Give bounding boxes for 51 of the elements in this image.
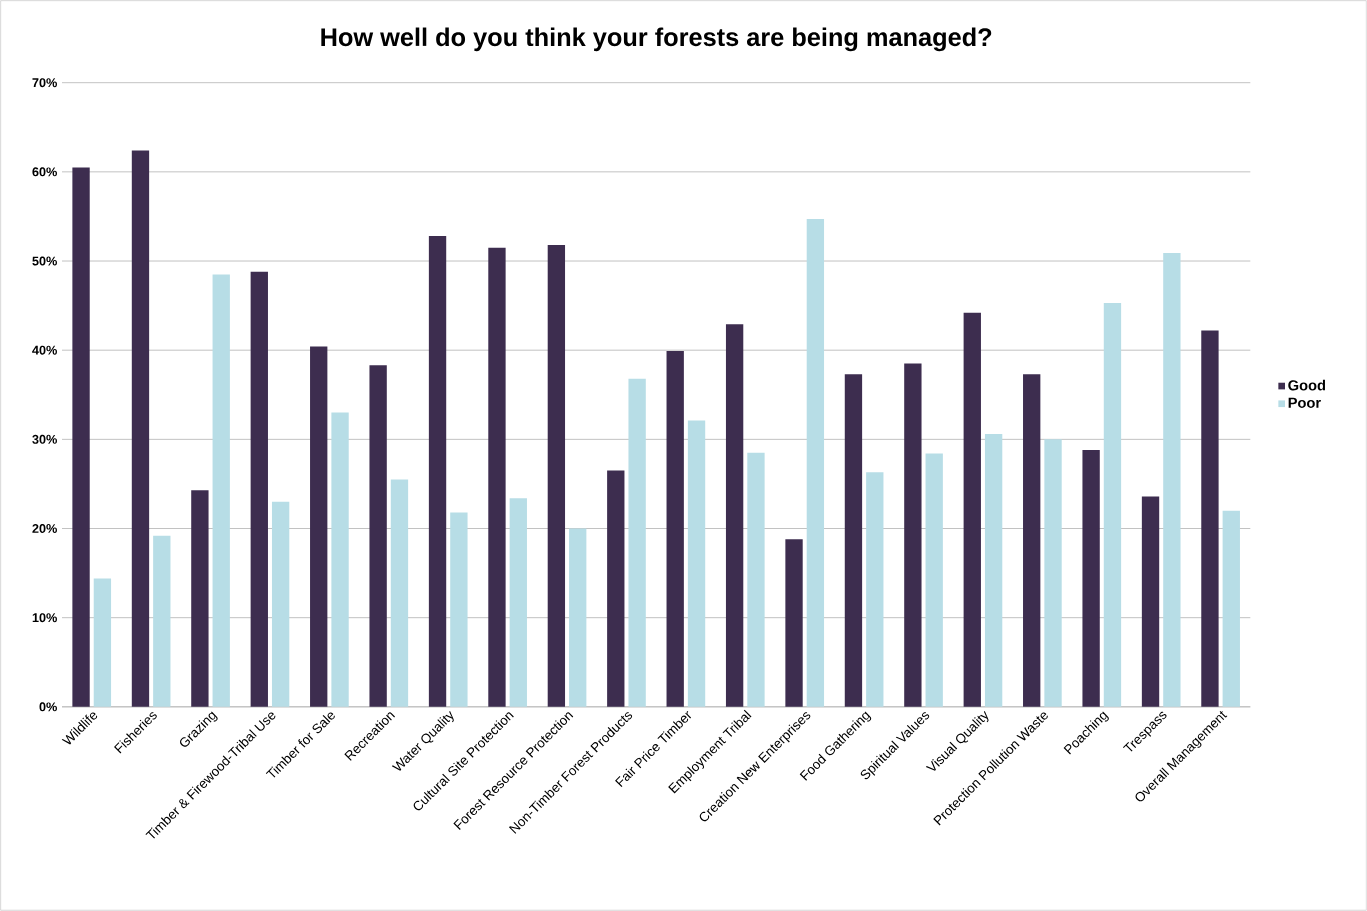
y-tick-label: 20% [32,524,57,534]
bar [390,479,409,707]
bar [1222,510,1240,707]
y-tick-label: 50% [32,256,57,266]
bar [1082,450,1100,707]
bar [1044,439,1062,707]
legend-label: Poor [1288,397,1321,408]
bar [93,578,112,707]
bar [547,245,566,707]
bar [984,434,1003,707]
bar [1201,330,1219,707]
bar [271,501,290,707]
bar [331,412,349,707]
bar [866,472,884,707]
bar [428,236,447,707]
y-tick-label: 60% [32,167,57,177]
bar [725,324,744,707]
bar [844,374,863,707]
bar [509,498,527,707]
bar [369,365,387,707]
bar [607,470,625,707]
bar [904,363,922,707]
bar [191,490,209,707]
bar [963,312,981,707]
bar [488,247,506,707]
bar [747,452,765,707]
y-tick-label: 0% [39,702,57,712]
bar [806,219,825,707]
y-tick-label: 40% [32,345,57,355]
bar [250,271,268,707]
bar [1023,374,1041,707]
bar [569,528,587,707]
bar [1103,302,1122,707]
legend-label: Good [1288,379,1326,391]
bar [785,539,803,707]
bar [450,512,468,707]
bar [131,150,150,707]
bar [310,346,328,707]
bar [687,420,706,707]
bar [1141,496,1160,707]
bar [153,535,171,707]
chart-title: How well do you think your forests are being managed? [321,27,992,52]
y-tick-label: 10% [32,613,57,623]
bar [666,351,684,707]
bar [212,274,230,707]
bar [628,378,646,707]
bar [925,453,943,707]
bar [72,167,90,707]
y-tick-label: 70% [32,78,57,88]
bar [1163,253,1181,707]
y-tick-label: 30% [32,434,57,444]
